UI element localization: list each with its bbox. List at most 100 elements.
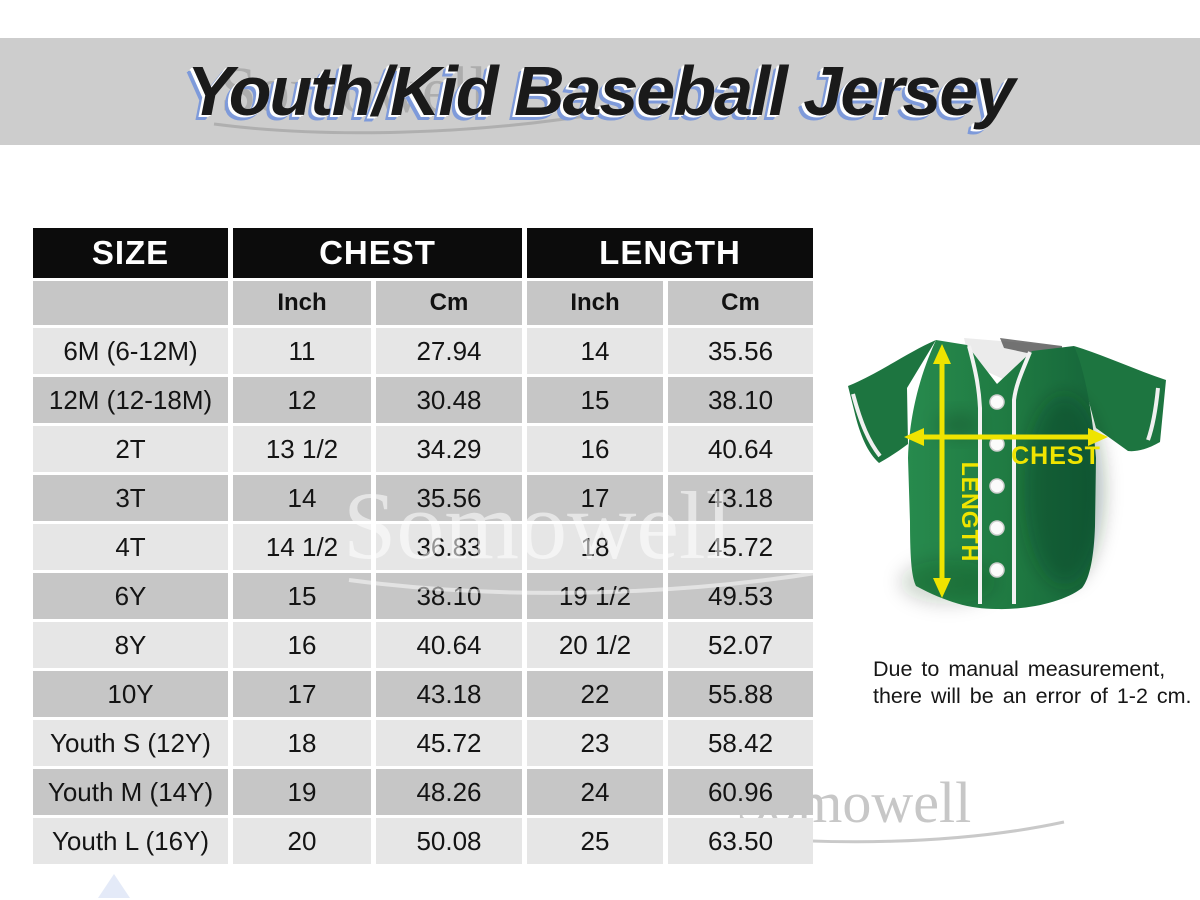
corner-decoration — [98, 874, 130, 898]
table-row: 3T 14 35.56 17 43.18 — [33, 475, 814, 521]
length-label: LENGTH — [957, 462, 983, 563]
value-cell: 34.29 — [376, 426, 522, 472]
table-body: 6M (6-12M) 11 27.94 14 35.56 12M (12-18M) 12 30… — [33, 328, 814, 864]
value-cell: 43.18 — [668, 475, 814, 521]
size-cell: 4T — [33, 524, 228, 570]
subheader-chest-inch: Inch — [233, 281, 371, 325]
value-cell: 17 — [233, 671, 371, 717]
value-cell: 19 — [233, 769, 371, 815]
size-cell: 8Y — [33, 622, 228, 668]
table-row: 6Y 15 38.10 19 1/2 49.53 — [33, 573, 814, 619]
jersey-button — [989, 394, 1005, 410]
value-cell: 16 — [527, 426, 663, 472]
value-cell: 27.94 — [376, 328, 522, 374]
table-row: 8Y 16 40.64 20 1/2 52.07 — [33, 622, 814, 668]
table-row: 4T 14 1/2 36.83 18 45.72 — [33, 524, 814, 570]
size-table-wrap: SIZE CHEST LENGTH Inch Cm Inch Cm 6M (6-… — [28, 225, 818, 867]
subheader-row: Inch Cm Inch Cm — [33, 281, 814, 325]
value-cell: 49.53 — [668, 573, 814, 619]
value-cell: 18 — [233, 720, 371, 766]
value-cell: 52.07 — [668, 622, 814, 668]
length-arrow — [933, 344, 951, 598]
value-cell: 23 — [527, 720, 663, 766]
note-line-1: Due to manual measurement, — [873, 657, 1166, 681]
value-cell: 40.64 — [376, 622, 522, 668]
value-cell: 22 — [527, 671, 663, 717]
jersey-button — [989, 520, 1005, 536]
value-cell: 40.64 — [668, 426, 814, 472]
size-cell: 6M (6-12M) — [33, 328, 228, 374]
size-cell: Youth L (16Y) — [33, 818, 228, 864]
size-cell: 12M (12-18M) — [33, 377, 228, 423]
jersey-placket-right-pipe — [1012, 351, 1032, 604]
value-cell: 14 — [527, 328, 663, 374]
jersey-figure: LENGTH CHEST — [838, 330, 1190, 658]
value-cell: 25 — [527, 818, 663, 864]
table-row: 2T 13 1/2 34.29 16 40.64 — [33, 426, 814, 472]
size-cell: 3T — [33, 475, 228, 521]
jersey-shadow-right — [1024, 395, 1104, 585]
header-row: SIZE CHEST LENGTH — [33, 228, 814, 278]
chest-label: CHEST — [1011, 442, 1101, 470]
value-cell: 35.56 — [376, 475, 522, 521]
jersey-buttons — [989, 394, 1005, 578]
table-row: 10Y 17 43.18 22 55.88 — [33, 671, 814, 717]
size-cell: Youth M (14Y) — [33, 769, 228, 815]
jersey-left-sleeve — [848, 340, 936, 463]
header-chest: CHEST — [233, 228, 522, 278]
measurement-note: Due to manual measurement, there will be… — [873, 656, 1195, 710]
jersey-shadow-chest — [936, 413, 980, 437]
subheader-empty-cell — [33, 281, 228, 325]
value-cell: 55.88 — [668, 671, 814, 717]
subheader-length-cm: Cm — [668, 281, 814, 325]
size-cell: Youth S (12Y) — [33, 720, 228, 766]
value-cell: 20 — [233, 818, 371, 864]
size-cell: 6Y — [33, 573, 228, 619]
value-cell: 14 — [233, 475, 371, 521]
jersey-placket-left-pipe — [967, 345, 982, 604]
table-row: Youth S (12Y) 18 45.72 23 58.42 — [33, 720, 814, 766]
value-cell: 19 1/2 — [527, 573, 663, 619]
value-cell: 45.72 — [668, 524, 814, 570]
subheader-chest-cm: Cm — [376, 281, 522, 325]
table-row: 6M (6-12M) 11 27.94 14 35.56 — [33, 328, 814, 374]
size-cell: 2T — [33, 426, 228, 472]
size-chart-table: SIZE CHEST LENGTH Inch Cm Inch Cm 6M (6-… — [28, 225, 818, 867]
value-cell: 18 — [527, 524, 663, 570]
table-head: SIZE CHEST LENGTH Inch Cm Inch Cm — [33, 228, 814, 325]
value-cell: 63.50 — [668, 818, 814, 864]
table-row: 12M (12-18M) 12 30.48 15 38.10 — [33, 377, 814, 423]
table-row: Youth M (14Y) 19 48.26 24 60.96 — [33, 769, 814, 815]
value-cell: 13 1/2 — [233, 426, 371, 472]
jersey-svg: LENGTH CHEST — [848, 338, 1166, 610]
value-cell: 24 — [527, 769, 663, 815]
value-cell: 15 — [233, 573, 371, 619]
value-cell: 12 — [233, 377, 371, 423]
value-cell: 58.42 — [668, 720, 814, 766]
table-row: Youth L (16Y) 20 50.08 25 63.50 — [33, 818, 814, 864]
value-cell: 43.18 — [376, 671, 522, 717]
page-title: Youth/Kid Baseball Jersey — [186, 52, 1016, 130]
value-cell: 48.26 — [376, 769, 522, 815]
title-banner: Somowell Youth/Kid Baseball Jersey — [0, 38, 1200, 145]
value-cell: 20 1/2 — [527, 622, 663, 668]
value-cell: 45.72 — [376, 720, 522, 766]
subheader-length-inch: Inch — [527, 281, 663, 325]
value-cell: 30.48 — [376, 377, 522, 423]
jersey-button — [989, 478, 1005, 494]
value-cell: 17 — [527, 475, 663, 521]
value-cell: 15 — [527, 377, 663, 423]
chest-arrow — [904, 428, 1108, 446]
header-size: SIZE — [33, 228, 228, 278]
value-cell: 50.08 — [376, 818, 522, 864]
value-cell: 14 1/2 — [233, 524, 371, 570]
jersey-button — [989, 562, 1005, 578]
value-cell: 38.10 — [376, 573, 522, 619]
value-cell: 38.10 — [668, 377, 814, 423]
value-cell: 35.56 — [668, 328, 814, 374]
value-cell: 16 — [233, 622, 371, 668]
note-line-2: there will be an error of 1-2 cm. — [873, 684, 1192, 708]
value-cell: 60.96 — [668, 769, 814, 815]
value-cell: 11 — [233, 328, 371, 374]
